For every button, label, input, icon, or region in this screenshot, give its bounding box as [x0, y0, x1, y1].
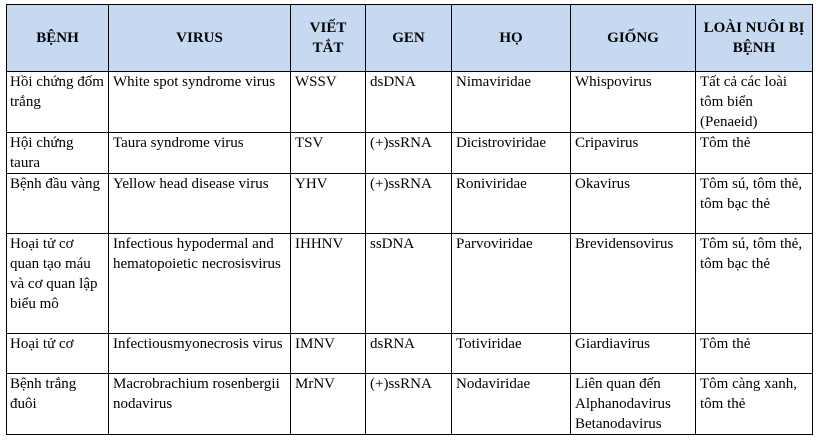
header-genus: GIỐNG — [570, 4, 696, 72]
cell-virus: Yellow head disease virus — [108, 173, 291, 234]
table-row: Bệnh trắng đuôi Macrobrachium rosenbergi… — [6, 373, 813, 435]
table-row: Bệnh đầu vàng Yellow head disease virus … — [6, 173, 813, 234]
table-header: BỆNH VIRUS VIẾT TẮT GEN HỌ GIỐNG LOÀI NU… — [6, 4, 813, 72]
cell-family: Dicistroviridae — [451, 132, 571, 174]
table-row: Hội chứng taura Taura syndrome virus TSV… — [6, 132, 813, 174]
cell-abbreviation: TSV — [290, 132, 366, 174]
cell-host-species: Tôm thẻ — [695, 132, 813, 174]
cell-abbreviation: YHV — [290, 173, 366, 234]
table-row: Hồi chứng đốm trắng White spot syndrome … — [6, 71, 813, 133]
header-disease: BỆNH — [6, 4, 109, 72]
table-row: Hoại tử cơ Infectiousmyonecrosis virus I… — [6, 333, 813, 374]
cell-disease: Bệnh đầu vàng — [6, 173, 109, 234]
cell-disease: Hoại tử cơ quan tạo máu và cơ quan lập b… — [6, 233, 109, 334]
cell-abbreviation: IMNV — [290, 333, 366, 374]
cell-host-species: Tôm thẻ — [695, 333, 813, 374]
header-abbreviation: VIẾT TẮT — [290, 4, 366, 72]
cell-family: Nimaviridae — [451, 71, 571, 133]
cell-genus: Whispovirus — [570, 71, 696, 133]
cell-genus: Cripavirus — [570, 132, 696, 174]
cell-virus: Infectiousmyonecrosis virus — [108, 333, 291, 374]
cell-virus: Taura syndrome virus — [108, 132, 291, 174]
cell-abbreviation: WSSV — [290, 71, 366, 133]
header-family: HỌ — [451, 4, 571, 72]
cell-disease: Hồi chứng đốm trắng — [6, 71, 109, 133]
cell-family: Parvoviridae — [451, 233, 571, 334]
cell-abbreviation: MrNV — [290, 373, 366, 435]
cell-virus: Macrobrachium rosenbergii nodavirus — [108, 373, 291, 435]
cell-genome: ssDNA — [365, 233, 452, 334]
cell-genome: (+)ssRNA — [365, 373, 452, 435]
cell-virus: White spot syndrome virus — [108, 71, 291, 133]
header-host-species: LOÀI NUÔI BỊ BỆNH — [695, 4, 813, 72]
cell-host-species: Tôm sú, tôm thẻ, tôm bạc thẻ — [695, 233, 813, 334]
header-virus: VIRUS — [108, 4, 291, 72]
cell-disease: Bệnh trắng đuôi — [6, 373, 109, 435]
cell-host-species: Tất cả các loài tôm biển (Penaeid) — [695, 71, 813, 133]
cell-genome: dsRNA — [365, 333, 452, 374]
cell-genus: Brevidensovirus — [570, 233, 696, 334]
cell-genus: Giardiavirus — [570, 333, 696, 374]
cell-virus: Infectious hypodermal and hematopoietic … — [108, 233, 291, 334]
cell-host-species: Tôm sú, tôm thẻ, tôm bạc thẻ — [695, 173, 813, 234]
cell-disease: Hội chứng taura — [6, 132, 109, 174]
cell-genome: (+)ssRNA — [365, 173, 452, 234]
header-row: BỆNH VIRUS VIẾT TẮT GEN HỌ GIỐNG LOÀI NU… — [6, 4, 813, 72]
cell-family: Roniviridae — [451, 173, 571, 234]
table-body: Hồi chứng đốm trắng White spot syndrome … — [6, 71, 813, 435]
cell-host-species: Tôm càng xanh, tôm thẻ — [695, 373, 813, 435]
cell-genus: Liên quan đến Alphanodavirus Betanodavir… — [570, 373, 696, 435]
header-genome: GEN — [365, 4, 452, 72]
virus-disease-table: BỆNH VIRUS VIẾT TẮT GEN HỌ GIỐNG LOÀI NU… — [6, 4, 813, 435]
cell-family: Nodaviridae — [451, 373, 571, 435]
table-row: Hoại tử cơ quan tạo máu và cơ quan lập b… — [6, 233, 813, 334]
cell-genome: (+)ssRNA — [365, 132, 452, 174]
cell-genome: dsDNA — [365, 71, 452, 133]
cell-abbreviation: IHHNV — [290, 233, 366, 334]
cell-family: Totiviridae — [451, 333, 571, 374]
cell-genus: Okavirus — [570, 173, 696, 234]
cell-disease: Hoại tử cơ — [6, 333, 109, 374]
